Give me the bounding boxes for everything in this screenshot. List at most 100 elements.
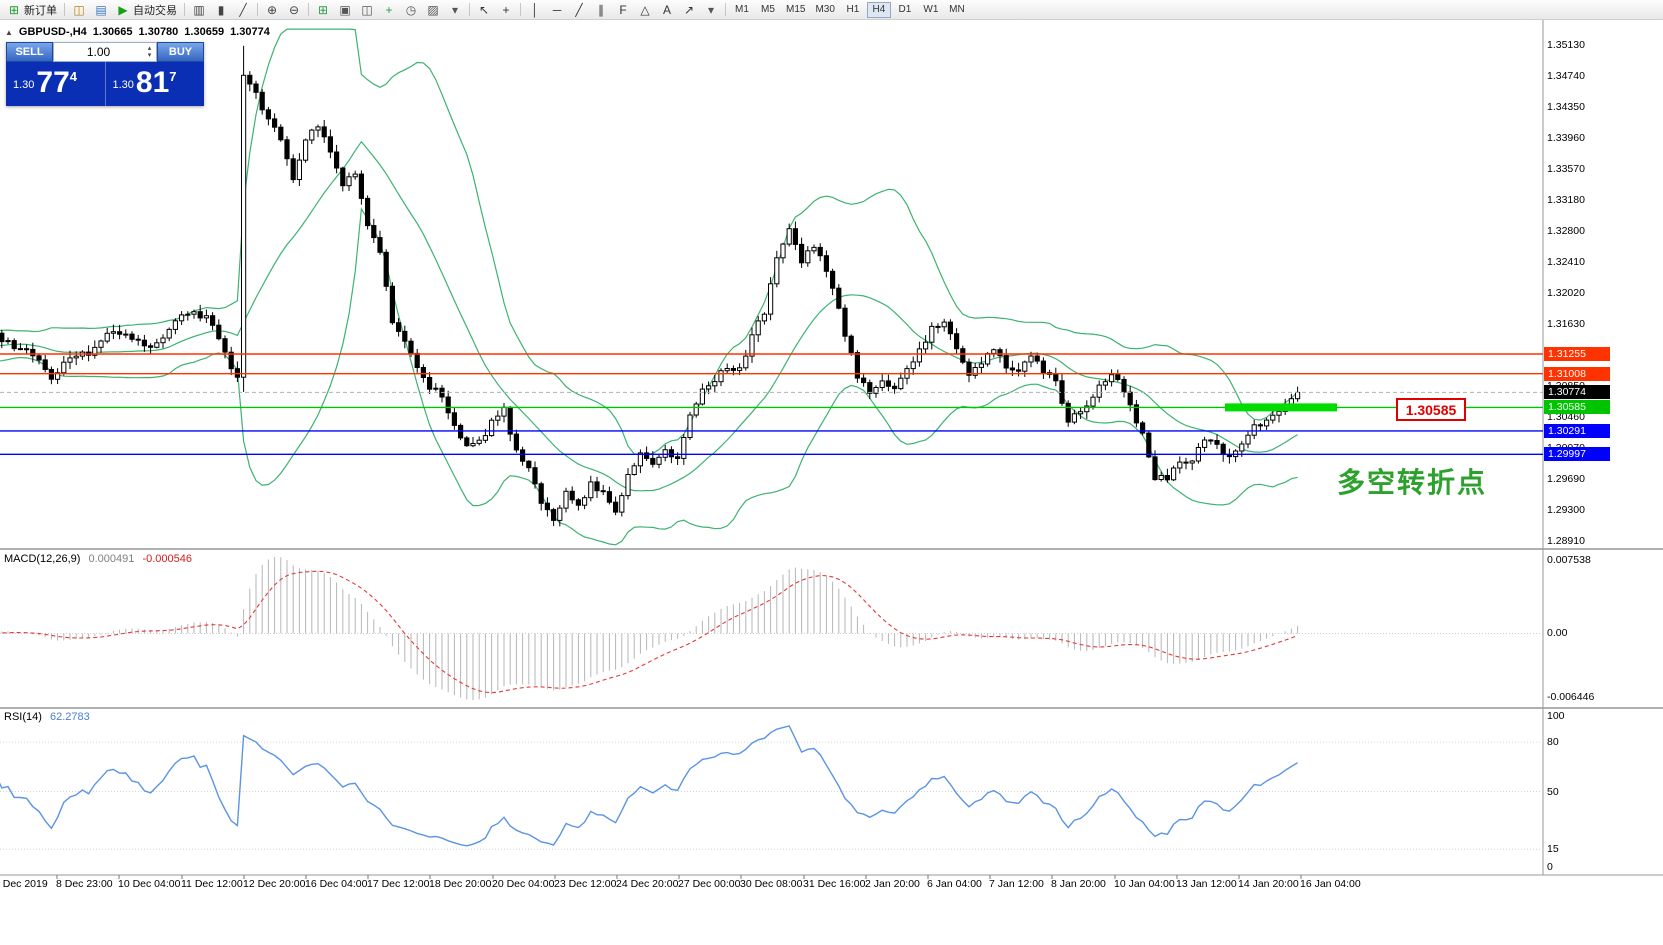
bid-price-big: 77 xyxy=(36,66,70,99)
arrange-windows-icon: ◫ xyxy=(361,2,373,17)
toolbar-separator xyxy=(64,3,65,16)
toolbar-separator xyxy=(184,3,185,16)
text-label-icon: A xyxy=(662,2,671,17)
chart-collapse-icon[interactable]: ▲ xyxy=(5,27,13,37)
bid-price: 1.30 77 4 xyxy=(6,62,105,106)
cursor-icon: ↖ xyxy=(478,2,490,17)
indicators-icon: + xyxy=(385,2,393,17)
fibonacci-button[interactable]: F xyxy=(612,1,634,19)
crosshair-button[interactable]: + xyxy=(495,1,517,19)
text-label-button[interactable]: A xyxy=(656,1,678,19)
profiles-button[interactable]: ▤ xyxy=(90,1,112,19)
profiles-icon: ▤ xyxy=(95,2,107,17)
one-click-trading-panel: SELL 1.00 ▴ ▾ BUY 1.30 77 4 xyxy=(6,42,204,106)
equidistant-channel-button[interactable]: ∥ xyxy=(590,1,612,19)
shapes-icon: △ xyxy=(640,2,650,17)
new-order-label: 新订单 xyxy=(24,4,57,17)
vertical-line-icon: │ xyxy=(531,2,539,17)
indicators-button[interactable]: + xyxy=(378,1,400,19)
volume-up-icon[interactable]: ▴ xyxy=(147,45,152,52)
trendline-button[interactable]: ╱ xyxy=(568,1,590,19)
bars-chart-icon: ▥ xyxy=(193,2,205,17)
tile-windows-button[interactable]: ⊞ xyxy=(312,1,334,19)
timeframe-m30[interactable]: M30 xyxy=(811,2,838,18)
volume-value: 1.00 xyxy=(86,45,111,59)
zoom-out-button[interactable]: ⊖ xyxy=(283,1,305,19)
timeframe-mn[interactable]: MN xyxy=(945,2,969,18)
toolbar-separator xyxy=(257,3,258,16)
trendline-icon: ╱ xyxy=(575,2,583,17)
zoom-in-button[interactable]: ⊕ xyxy=(261,1,283,19)
arrow-tool-button[interactable]: ↗ xyxy=(678,1,700,19)
ohlc-open: 1.30665 xyxy=(92,26,133,38)
timeframe-m15[interactable]: M15 xyxy=(782,2,809,18)
ask-price-sup: 7 xyxy=(169,69,177,84)
chart-window-icon: ◫ xyxy=(73,2,85,17)
templates-button[interactable]: ▨ xyxy=(422,1,444,19)
crosshair-icon: + xyxy=(502,2,510,17)
line-chart-button[interactable]: ╱ xyxy=(232,1,254,19)
shapes-button[interactable]: △ xyxy=(634,1,656,19)
macd-signal-value: -0.000546 xyxy=(142,553,192,565)
horizontal-line-button[interactable]: ─ xyxy=(546,1,568,19)
templates-icon: ▨ xyxy=(427,2,439,17)
autotrade-button[interactable]: ▶ 自动交易 xyxy=(112,1,181,19)
tools-caret-icon: ▾ xyxy=(707,2,715,17)
autotrade-label: 自动交易 xyxy=(133,4,177,17)
toolbar-separator xyxy=(725,3,726,16)
chart-symbol-period: GBPUSD-,H4 xyxy=(18,26,87,38)
cascade-windows-button[interactable]: ▣ xyxy=(334,1,356,19)
sell-button[interactable]: SELL xyxy=(6,42,53,62)
turning-point-annotation[interactable]: 多空转折点 xyxy=(1337,467,1488,498)
periods-button[interactable]: ◷ xyxy=(400,1,422,19)
price-level-label-object[interactable]: 1.30585 xyxy=(1396,398,1466,421)
tile-windows-icon: ⊞ xyxy=(317,2,329,17)
buy-button[interactable]: BUY xyxy=(157,42,204,62)
macd-value: 0.000491 xyxy=(88,553,135,565)
timeframe-d1[interactable]: D1 xyxy=(893,2,917,18)
rsi-name: RSI(14) xyxy=(4,711,42,723)
chart-canvas[interactable] xyxy=(0,20,1663,945)
autotrade-icon: ▶ xyxy=(118,2,128,17)
tools-caret-button[interactable]: ▾ xyxy=(700,1,722,19)
macd-name: MACD(12,26,9) xyxy=(4,553,81,565)
cascade-windows-icon: ▣ xyxy=(339,2,351,17)
chart-area: 1.35130 1.34740 1.34350 1.33960 1.33570 1.331… xyxy=(0,20,1663,945)
vertical-line-button[interactable]: │ xyxy=(524,1,546,19)
templates-caret-icon: ▾ xyxy=(451,2,459,17)
ask-price-prefix: 1.30 xyxy=(112,79,134,91)
timeframe-m5[interactable]: M5 xyxy=(756,2,780,18)
new-order-button[interactable]: ⊞ 新订单 xyxy=(3,1,61,19)
ask-price-big: 81 xyxy=(135,66,170,99)
ask-price: 1.30 81 7 xyxy=(106,62,205,106)
arrange-windows-button[interactable]: ◫ xyxy=(356,1,378,19)
cursor-button[interactable]: ↖ xyxy=(473,1,495,19)
timeframe-h4[interactable]: H4 xyxy=(866,1,891,18)
new-order-icon: ⊞ xyxy=(8,2,20,17)
timeframe-h1[interactable]: H1 xyxy=(841,2,865,18)
chart-header: ▲ GBPUSD-,H4 1.30665 1.30780 1.30659 1.3… xyxy=(5,26,270,38)
bars-chart-button[interactable]: ▥ xyxy=(188,1,210,19)
zoom-in-icon: ⊕ xyxy=(266,2,278,17)
chart-window-button[interactable]: ◫ xyxy=(68,1,90,19)
templates-caret-button[interactable]: ▾ xyxy=(444,1,466,19)
rsi-indicator-label: RSI(14) 62.2783 xyxy=(4,711,90,723)
timeframe-w1[interactable]: W1 xyxy=(919,2,943,18)
equidistant-channel-icon: ∥ xyxy=(598,2,604,17)
macd-indicator-label: MACD(12,26,9) 0.000491 -0.000546 xyxy=(4,553,192,565)
arrow-tool-icon: ↗ xyxy=(683,2,695,17)
zoom-out-icon: ⊖ xyxy=(288,2,300,17)
timeframe-m1[interactable]: M1 xyxy=(730,2,754,18)
ohlc-close: 1.30774 xyxy=(230,26,270,38)
toolbar-separator xyxy=(469,3,470,16)
ohlc-low: 1.30659 xyxy=(184,26,225,38)
bid-price-prefix: 1.30 xyxy=(13,79,35,91)
volume-field[interactable]: 1.00 ▴ ▾ xyxy=(53,42,157,62)
volume-down-icon[interactable]: ▾ xyxy=(147,52,152,59)
horizontal-line-icon: ─ xyxy=(552,2,562,17)
candlesticks-chart-icon: ▮ xyxy=(217,2,225,17)
bid-price-sup: 4 xyxy=(69,69,78,84)
candlesticks-chart-button[interactable]: ▮ xyxy=(210,1,232,19)
toolbar-separator xyxy=(308,3,309,16)
